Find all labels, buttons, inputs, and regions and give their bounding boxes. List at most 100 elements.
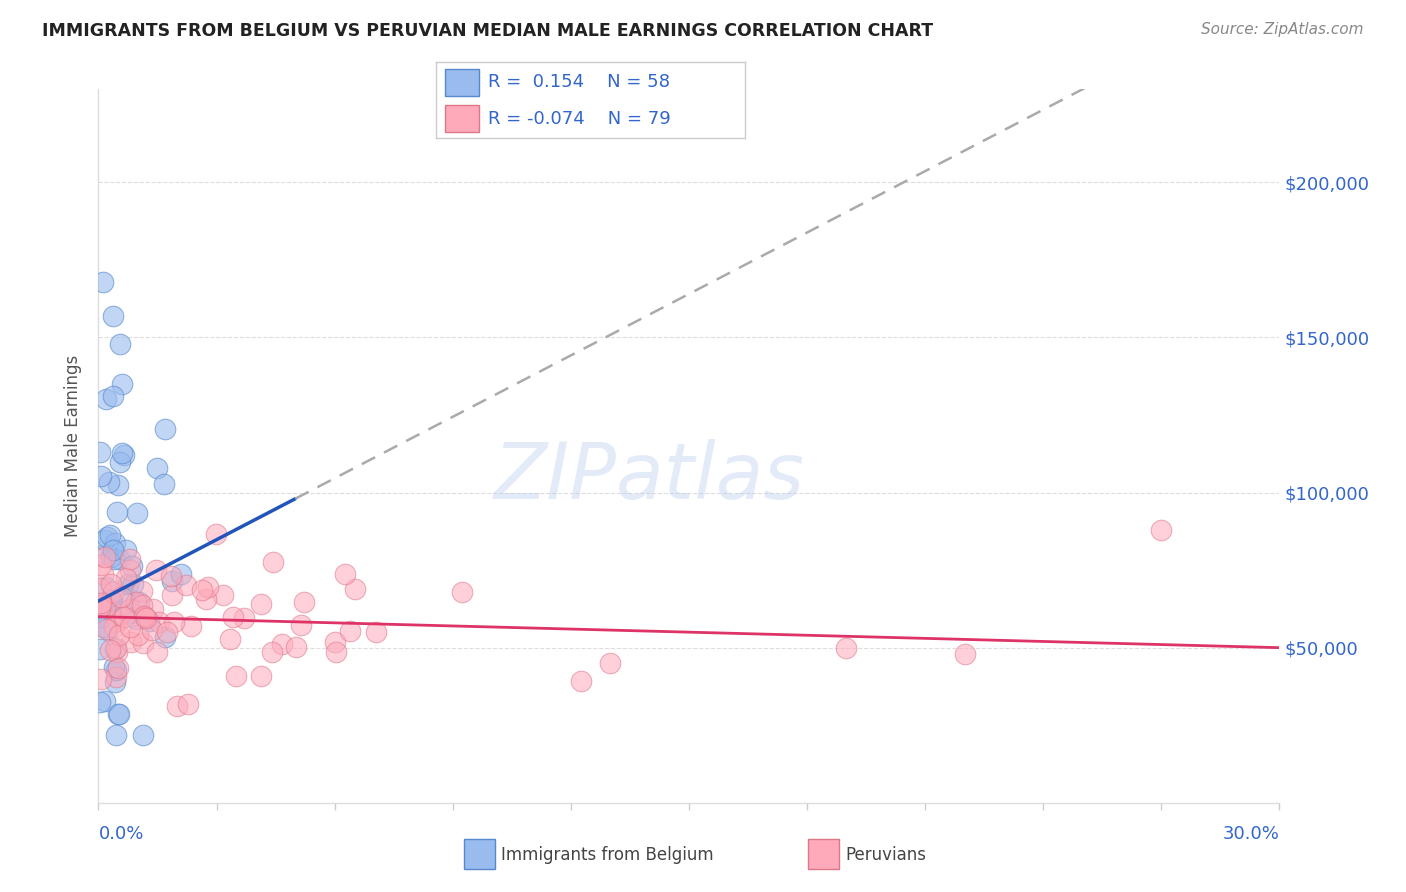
Point [105,645,128,659]
Point [105,670,128,684]
Point [325,645,347,659]
Point [108,336,131,351]
Point [103,659,125,673]
Point [91,598,114,612]
Point [118,591,141,606]
Point [599,656,621,670]
Point [100,594,122,608]
Point [142,602,165,616]
Point [110,590,132,604]
Point [122,577,145,591]
Point [146,460,169,475]
Point [94,600,117,615]
Text: Source: ZipAtlas.com: Source: ZipAtlas.com [1201,22,1364,37]
Point [117,576,139,591]
Point [323,634,346,648]
Point [115,542,138,557]
Point [103,542,125,557]
Point [120,635,142,649]
Point [131,598,153,612]
Point [121,559,143,574]
Point [94,693,117,707]
Point [100,592,122,607]
Text: R =  0.154    N = 58: R = 0.154 N = 58 [488,73,671,91]
Point [225,669,247,683]
Point [101,585,124,599]
Point [100,528,122,542]
Point [108,627,131,641]
Point [100,577,122,591]
Point [835,640,858,655]
Point [160,574,183,588]
Point [90,558,112,572]
Point [294,595,316,609]
Point [114,571,136,585]
Point [366,624,388,639]
Point [89,445,111,459]
Point [290,618,312,632]
Bar [446,69,479,95]
Point [111,376,134,391]
Point [94,622,117,636]
Text: R = -0.074    N = 79: R = -0.074 N = 79 [488,110,671,128]
Point [141,624,163,638]
Text: Immigrants from Belgium: Immigrants from Belgium [501,846,713,863]
Point [104,642,127,657]
Point [174,578,197,592]
Point [569,674,592,689]
Point [131,583,153,598]
Point [104,536,127,550]
Point [89,582,111,596]
Point [138,614,160,628]
Text: 30.0%: 30.0% [1223,825,1279,843]
Point [271,637,294,651]
Bar [446,105,479,132]
Point [222,610,245,624]
Point [134,609,156,624]
Point [107,706,129,721]
Point [125,595,148,609]
Point [107,661,129,675]
Point [90,672,112,686]
Point [163,615,186,629]
Point [108,706,131,721]
Point [344,582,367,596]
Text: ZIPatlas: ZIPatlas [494,439,806,515]
Point [89,599,111,614]
Point [339,624,361,639]
Point [108,607,131,621]
Text: Peruvians: Peruvians [845,846,927,863]
Point [101,388,124,402]
Point [97,622,120,636]
Point [260,645,283,659]
Point [100,549,122,564]
Point [96,530,118,544]
Point [110,455,132,469]
Point [111,446,134,460]
Point [232,610,254,624]
Point [90,595,112,609]
Point [104,641,127,656]
Point [145,563,167,577]
Point [90,468,112,483]
Point [103,552,125,566]
Point [112,448,135,462]
Point [103,620,125,634]
Point [105,663,128,677]
Point [160,588,183,602]
Point [219,632,242,646]
Text: 0.0%: 0.0% [98,825,143,843]
Point [93,620,115,634]
Point [132,609,155,624]
Point [105,505,128,519]
Point [249,597,271,611]
Point [135,611,157,625]
Point [180,619,202,633]
Point [98,643,121,657]
Point [107,478,129,492]
Point [118,563,141,577]
Point [89,642,111,657]
Point [93,549,115,564]
Point [166,699,188,714]
Point [96,597,118,611]
